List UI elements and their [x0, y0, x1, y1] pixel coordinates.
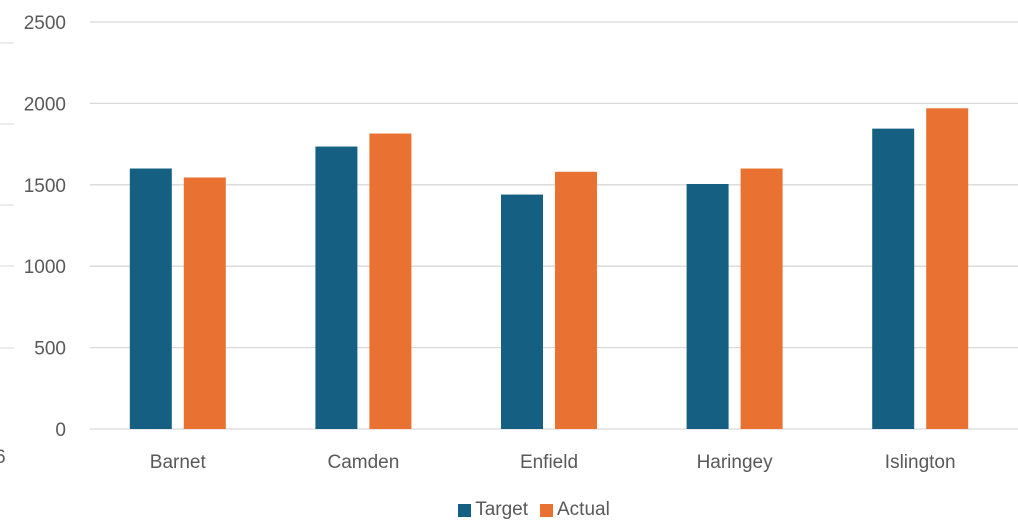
x-category-label: Islington	[885, 452, 956, 473]
legend-swatch-actual	[540, 503, 553, 517]
legend-item-actual: Actual	[540, 499, 610, 521]
bar-actual-camden	[369, 133, 412, 429]
bar-actual-haringey	[740, 168, 783, 429]
bar-target-enfield	[501, 194, 543, 429]
bar-target-islington	[872, 128, 915, 429]
bar-chart: 0 500 1000 1500 2000 2500 Barnet Camden Enfield…	[0, 13, 1018, 473]
bar-actual-enfield	[555, 171, 597, 429]
x-category-label: Haringey	[697, 452, 774, 473]
x-category-label: Barnet	[150, 452, 207, 473]
x-axis-category-labels: Barnet Camden Enfield Haringey Islington	[150, 452, 956, 473]
bar-actual-barnet	[183, 177, 226, 429]
bars	[129, 108, 969, 430]
bar-target-barnet	[129, 168, 172, 429]
bar-target-camden	[315, 146, 358, 430]
clipped-left-label: 6	[0, 447, 6, 468]
y-tick-label: 2000	[24, 94, 66, 115]
x-category-label: Enfield	[520, 452, 578, 473]
y-tick-label: 0	[55, 420, 66, 441]
legend: Target Actual	[0, 498, 1018, 522]
x-category-label: Camden	[327, 452, 399, 473]
gridlines	[90, 21, 1018, 430]
bar-target-haringey	[686, 183, 729, 429]
legend-label-actual: Actual	[557, 499, 610, 520]
legend-swatch-target	[458, 503, 472, 517]
legend-item-target: Target	[458, 499, 528, 521]
left-axis-fragment	[0, 42, 14, 349]
y-tick-label: 2500	[24, 13, 66, 34]
y-tick-label: 1500	[24, 176, 66, 197]
y-axis-tick-labels: 0 500 1000 1500 2000 2500	[24, 13, 66, 441]
legend-label-target: Target	[475, 499, 528, 520]
y-tick-label: 500	[34, 339, 66, 360]
bar-actual-islington	[926, 108, 969, 429]
y-tick-label: 1000	[24, 257, 66, 278]
